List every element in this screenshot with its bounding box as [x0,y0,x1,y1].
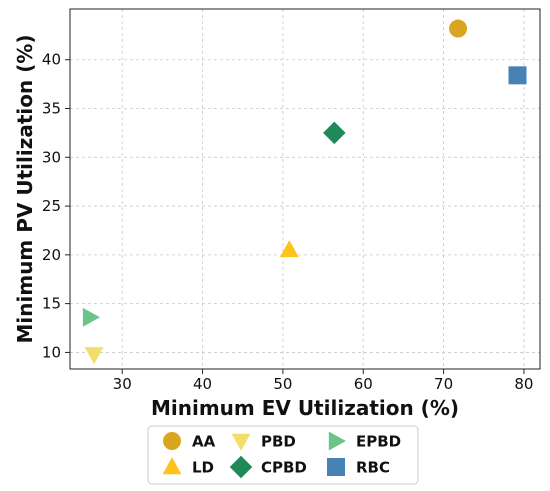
legend-marker-cpbd [229,455,253,479]
y-tick-label: 40 [42,51,61,69]
y-axis-label: Minimum PV Utilization (%) [13,34,37,343]
data-point-pbd [84,347,104,365]
legend-label: EPBD [356,433,401,451]
legend-label: PBD [261,433,296,451]
grid-lines [70,9,540,369]
data-point-cpbd [323,121,346,145]
data-point-epbd [82,307,100,327]
legend-marker-ld [162,457,182,475]
legend-label: RBC [356,459,390,477]
y-tick-label: 25 [42,197,61,215]
legend-label: LD [192,459,214,477]
legend-marker-aa [163,432,181,450]
data-point-rbc [508,66,527,85]
axis-ticks: 30 40 50 60 70 80 10 15 20 25 30 35 40 [42,51,534,393]
y-tick-label: 15 [42,295,61,313]
legend-marker-rbc [327,458,345,476]
y-tick-label: 10 [42,343,61,361]
data-points [82,19,527,365]
plot-frame [69,8,541,370]
x-tick-label: 50 [273,375,292,393]
legend-label: AA [192,433,216,451]
y-tick-label: 30 [42,148,61,166]
legend-marker-pbd [231,433,251,451]
x-tick-label: 70 [434,375,453,393]
y-tick-label: 20 [42,246,61,264]
x-tick-label: 30 [113,375,132,393]
legend-label: CPBD [261,459,307,477]
x-axis-label: Minimum EV Utilization (%) [151,396,459,420]
x-tick-label: 40 [193,375,212,393]
y-tick-label: 35 [42,100,61,118]
data-point-ld [279,240,299,258]
data-point-aa [449,19,468,38]
legend-marker-epbd [328,431,346,451]
legend-frame [147,425,419,485]
x-tick-label: 60 [354,375,373,393]
legend: AA LD PBD CPBD EPBD RBC [147,425,419,485]
x-tick-label: 80 [514,375,533,393]
